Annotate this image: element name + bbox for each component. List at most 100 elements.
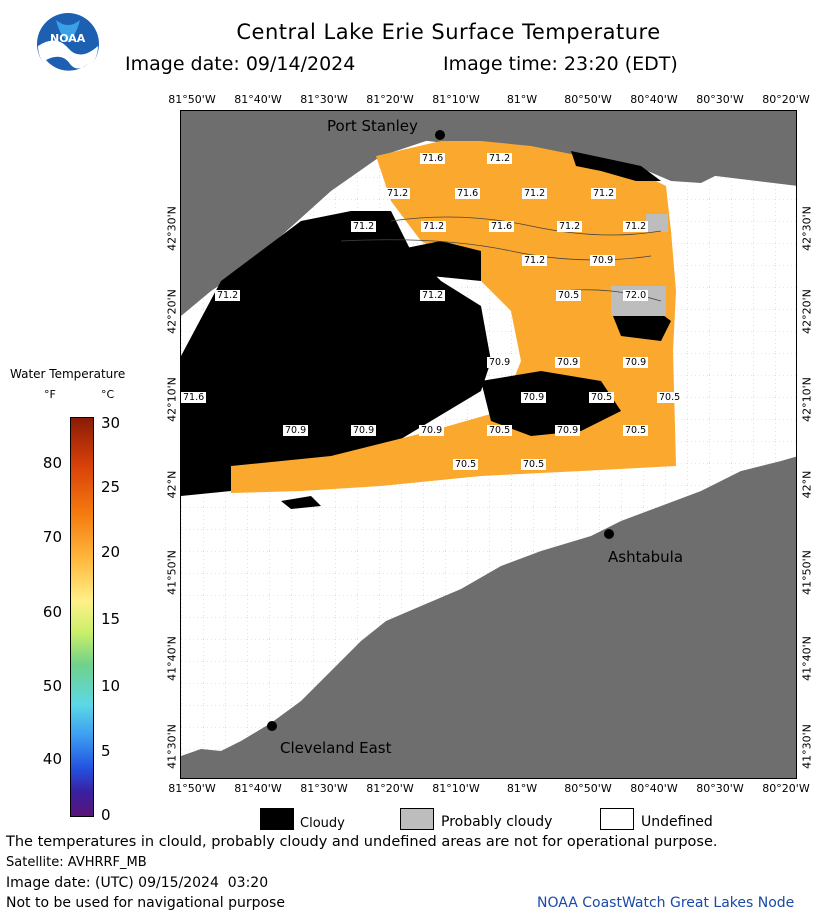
lat-label: 41°40'N bbox=[165, 636, 179, 681]
lon-label: 80°20'W bbox=[762, 782, 810, 795]
lat-label: 41°40'N bbox=[800, 636, 814, 681]
footer-nav-note: Not to be used for navigational purpose bbox=[6, 895, 285, 911]
temp-label: 71.2 bbox=[385, 188, 411, 199]
lon-label: 80°50'W bbox=[564, 782, 612, 795]
temp-label: 70.9 bbox=[419, 425, 445, 436]
city-label-ashtabula: Ashtabula bbox=[608, 548, 684, 566]
lat-label: 42°10'N bbox=[165, 377, 179, 422]
cloud-region bbox=[181, 211, 491, 496]
lon-label: 80°20'W bbox=[762, 93, 810, 106]
temp-label: 71.2 bbox=[557, 221, 583, 232]
lon-label: 81°10'W bbox=[432, 782, 480, 795]
city-label-port-stanley: Port Stanley bbox=[327, 117, 418, 135]
temp-label: 70.9 bbox=[590, 255, 616, 266]
lon-label: 81°W bbox=[506, 93, 538, 106]
lat-label: 42°10'N bbox=[800, 377, 814, 422]
legend-undefined-label: Undefined bbox=[641, 814, 713, 830]
lon-label: 81°50'W bbox=[168, 782, 216, 795]
temp-label: 71.2 bbox=[215, 290, 241, 301]
colorbar-unit-f: °F bbox=[44, 388, 56, 401]
f-tick: 70 bbox=[42, 528, 62, 546]
colorbar-title: Water Temperature bbox=[10, 367, 126, 381]
noaa-logo: NOAA bbox=[36, 12, 100, 76]
temp-label: 70.9 bbox=[487, 357, 513, 368]
temp-label: 71.2 bbox=[591, 188, 617, 199]
lat-label: 42°N bbox=[800, 470, 814, 499]
temp-label: 71.6 bbox=[489, 221, 515, 232]
temp-label: 70.5 bbox=[487, 425, 513, 436]
legend-cloudy-swatch bbox=[260, 808, 294, 830]
temp-label: 71.2 bbox=[623, 221, 649, 232]
port-stanley-marker bbox=[435, 130, 445, 140]
lat-label: 42°30'N bbox=[165, 206, 179, 251]
cleveland-east-marker bbox=[267, 721, 277, 731]
c-tick: 0 bbox=[101, 806, 111, 824]
temp-label: 71.2 bbox=[487, 153, 513, 164]
c-tick: 15 bbox=[101, 610, 121, 628]
lon-label: 80°30'W bbox=[696, 93, 744, 106]
lon-label: 81°10'W bbox=[432, 93, 480, 106]
lon-label: 80°30'W bbox=[696, 782, 744, 795]
c-tick: 5 bbox=[101, 742, 111, 760]
noaa-logo-text: NOAA bbox=[50, 32, 86, 45]
image-date: Image date: 09/14/2024 bbox=[125, 53, 356, 75]
lon-label: 81°20'W bbox=[366, 93, 414, 106]
lat-label: 42°30'N bbox=[800, 206, 814, 251]
lon-label: 80°40'W bbox=[630, 93, 678, 106]
temp-label: 70.5 bbox=[521, 459, 547, 470]
image-time: Image time: 23:20 (EDT) bbox=[443, 53, 678, 75]
lon-label: 80°50'W bbox=[564, 93, 612, 106]
lon-label: 81°50'W bbox=[168, 93, 216, 106]
legend-cloudy-label: Cloudy bbox=[300, 816, 345, 831]
temp-label: 70.5 bbox=[589, 392, 615, 403]
city-label-cleveland-east: Cleveland East bbox=[280, 739, 392, 757]
temp-label: 70.9 bbox=[283, 425, 309, 436]
lon-label: 81°20'W bbox=[366, 782, 414, 795]
legend-probably-cloudy-label: Probably cloudy bbox=[441, 814, 553, 830]
temp-label: 70.5 bbox=[556, 290, 582, 301]
colorbar-unit-c: °C bbox=[101, 388, 115, 401]
c-tick: 30 bbox=[101, 414, 121, 432]
f-tick: 60 bbox=[42, 603, 62, 621]
page-title: Central Lake Erie Surface Temperature bbox=[236, 20, 661, 44]
footer-note: The temperatures in clould, probably clo… bbox=[6, 834, 718, 850]
lat-label: 42°N bbox=[165, 470, 179, 499]
temp-label: 71.6 bbox=[181, 392, 207, 403]
c-tick: 25 bbox=[101, 478, 121, 496]
temp-label: 70.9 bbox=[555, 357, 581, 368]
temp-label: 70.9 bbox=[555, 425, 581, 436]
footer-satellite: Satellite: AVHRRF_MB bbox=[6, 855, 147, 870]
temp-label: 72.0 bbox=[623, 290, 649, 301]
land-south bbox=[181, 456, 796, 778]
lon-label: 81°30'W bbox=[300, 93, 348, 106]
lon-label: 81°40'W bbox=[234, 93, 282, 106]
temp-label: 71.6 bbox=[455, 188, 481, 199]
footer-credit: NOAA CoastWatch Great Lakes Node bbox=[537, 895, 795, 911]
c-tick: 20 bbox=[101, 543, 121, 561]
temp-label: 71.2 bbox=[522, 188, 548, 199]
temp-label: 71.2 bbox=[421, 221, 447, 232]
temp-label: 71.2 bbox=[351, 221, 377, 232]
f-tick: 40 bbox=[42, 750, 62, 768]
lat-label: 41°30'N bbox=[165, 724, 179, 769]
lake-map: Port Stanley Ashtabula Cleveland East 71… bbox=[180, 110, 797, 779]
lon-label: 80°40'W bbox=[630, 782, 678, 795]
temp-label: 71.2 bbox=[522, 255, 548, 266]
temp-label: 70.9 bbox=[521, 392, 547, 403]
footer-utc-date: Image date: (UTC) 09/15/2024 03:20 bbox=[6, 875, 269, 891]
legend-probably-cloudy-swatch bbox=[400, 808, 434, 830]
colorbar bbox=[70, 417, 94, 817]
lon-label: 81°40'W bbox=[234, 782, 282, 795]
temp-label: 70.5 bbox=[657, 392, 683, 403]
temp-label: 71.6 bbox=[420, 153, 446, 164]
lat-label: 41°50'N bbox=[165, 550, 179, 595]
lon-label: 81°30'W bbox=[300, 782, 348, 795]
temp-label: 70.9 bbox=[351, 425, 377, 436]
lat-label: 41°50'N bbox=[800, 550, 814, 595]
lon-label: 81°W bbox=[506, 782, 538, 795]
lat-label: 41°30'N bbox=[800, 724, 814, 769]
lat-label: 42°20'N bbox=[800, 289, 814, 334]
temp-label: 71.2 bbox=[420, 290, 446, 301]
f-tick: 80 bbox=[42, 454, 62, 472]
lat-label: 42°20'N bbox=[165, 289, 179, 334]
